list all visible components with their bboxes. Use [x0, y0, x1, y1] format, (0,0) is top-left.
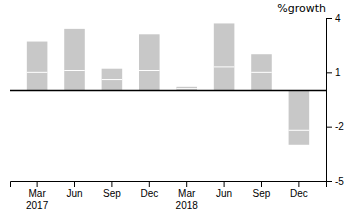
bar [64, 29, 85, 91]
y-tick: 1 [326, 67, 341, 78]
bar [251, 54, 272, 90]
y-axis: -5 -2 1 4 [326, 13, 344, 187]
y-tick: -2 [326, 121, 344, 132]
x-tick-label: Sep [103, 188, 121, 199]
x-tick-label: Dec [290, 188, 308, 199]
bar-divider [139, 70, 160, 71]
x-tick-label-line: 2018 [176, 200, 199, 211]
x-tick: Mar2017 [26, 181, 49, 211]
y-tick-mark [326, 72, 332, 73]
x-tick-label-line: Sep [103, 188, 121, 199]
x-tick-label-line: Jun [66, 188, 82, 199]
x-tick-label-line: Jun [216, 188, 232, 199]
x-tick-label-line: Dec [290, 188, 308, 199]
x-tick-mark [186, 181, 187, 187]
x-tick-mark [149, 181, 150, 187]
title: %growth [277, 2, 326, 15]
bar [139, 34, 160, 90]
y-tick: -5 [326, 176, 344, 187]
x-tick-mark [74, 181, 75, 187]
bar-divider [102, 79, 123, 80]
bar [214, 23, 235, 90]
x-tick: Sep [103, 181, 121, 199]
bar-divider [176, 88, 197, 89]
x-tick-label: Dec [140, 188, 158, 199]
x-tick-label: Sep [253, 188, 271, 199]
x-axis: Mar2017JunSepDecMar2018JunSepDec [11, 181, 327, 211]
x-tick-mark [224, 181, 225, 187]
x-tick: Mar2018 [176, 181, 199, 211]
x-tick-mark [37, 181, 38, 187]
y-axis-line [327, 19, 333, 182]
y-tick-mark [326, 127, 332, 128]
y-tick-label: -2 [335, 121, 344, 132]
x-tick-label: Jun [216, 188, 232, 199]
bar-divider [289, 130, 310, 131]
bar-divider [64, 70, 85, 71]
x-tick-label: Mar2017 [26, 188, 49, 211]
bar-divider [27, 72, 48, 73]
bar [102, 69, 123, 91]
bar-divider [214, 66, 235, 67]
bar [27, 42, 48, 91]
x-axis-line [11, 182, 327, 188]
x-tick: Dec [140, 181, 158, 199]
x-tick-label-line: Mar [178, 188, 196, 199]
x-tick-mark [298, 181, 299, 187]
y-tick-label: 1 [335, 67, 341, 78]
x-tick-label: Jun [66, 188, 82, 199]
zero-line [10, 90, 326, 92]
x-tick-mark [111, 181, 112, 187]
bar [289, 90, 310, 144]
x-tick: Sep [253, 181, 271, 199]
x-tick-label-line: Sep [253, 188, 271, 199]
bar-divider [251, 72, 272, 73]
x-tick-label: Mar2018 [176, 188, 199, 211]
x-tick: Jun [216, 181, 232, 199]
y-tick-label: -5 [335, 176, 344, 187]
y-tick-mark [326, 18, 332, 19]
chart: -5-214Mar2017JunSepDecMar2018JunSepDec%g… [0, 0, 354, 213]
x-tick: Jun [66, 181, 82, 199]
x-tick-mark [261, 181, 262, 187]
plot-area [27, 23, 309, 144]
x-tick-label-line: Mar [28, 188, 46, 199]
x-tick-label-line: Dec [140, 188, 158, 199]
x-tick-label-line: 2017 [26, 200, 49, 211]
y-tick: 4 [326, 13, 341, 24]
x-tick: Dec [290, 181, 308, 199]
y-tick-label: 4 [335, 13, 341, 24]
